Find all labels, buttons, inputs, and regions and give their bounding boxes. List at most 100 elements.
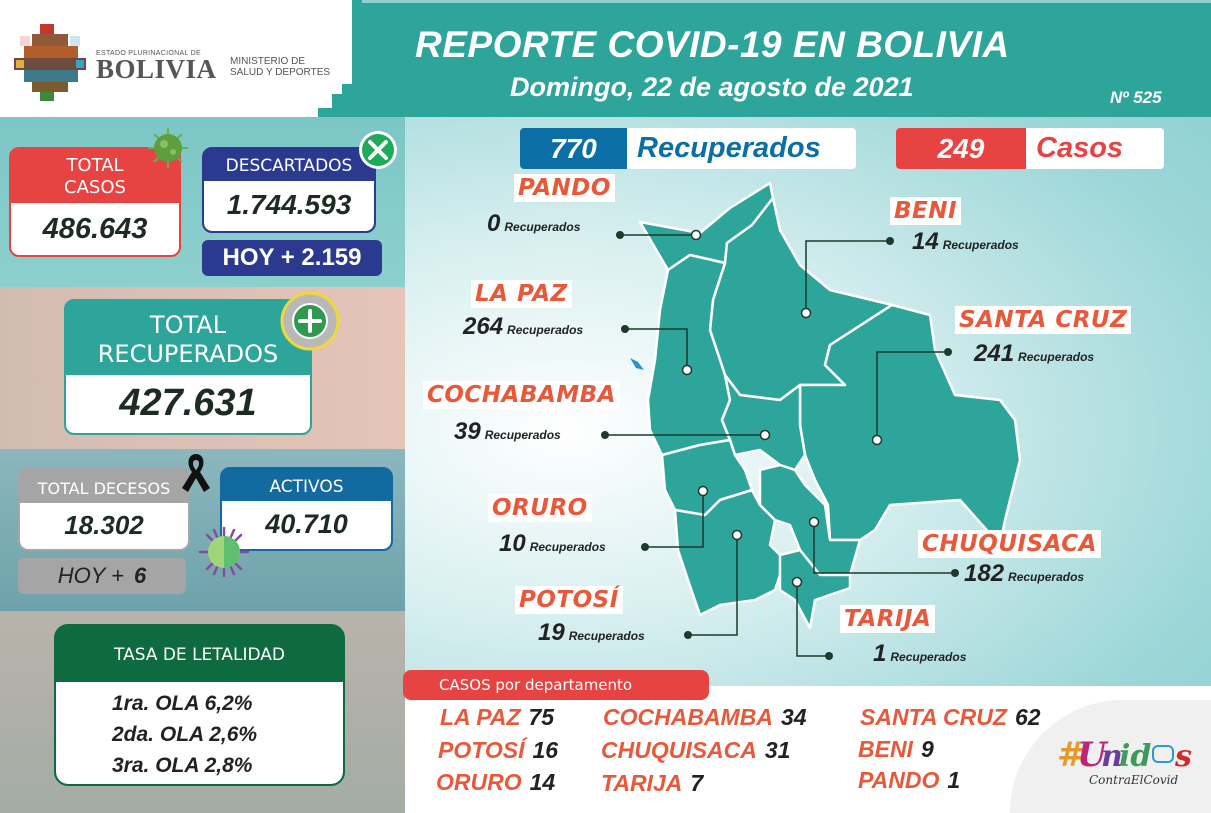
dept-name: TARIJA [840, 605, 936, 633]
ribbon-icon [182, 454, 210, 492]
case-dept-value: 7 [690, 770, 704, 796]
gov-big-text: BOLIVIA [96, 54, 217, 84]
deaths-today-value: 6 [134, 563, 147, 588]
dept-name: COCHABAMBA [423, 381, 620, 409]
dept-santa-cruz: SANTA CRUZ [955, 306, 1132, 334]
bolivia-emblem-icon [14, 24, 86, 101]
recovered-count: 1 [873, 640, 887, 667]
daily-cases-value: 249 [896, 128, 1026, 169]
recovered-count: 10 [499, 530, 526, 557]
case-dept-name: SANTA CRUZ [860, 704, 1007, 730]
svg-text:U: U [1077, 735, 1109, 775]
recovered-count: 0 [487, 210, 501, 237]
dept-oruro: ORURO [488, 494, 592, 522]
dept-santa-cruz-recovered: 241 Recuperados [974, 340, 1094, 368]
case-dept-value: 34 [780, 704, 807, 730]
active-cases-value: 40.710 [222, 501, 391, 549]
case-item: PANDO 1 [858, 767, 960, 794]
total-cases-card: TOTAL CASOS 486.643 [9, 147, 181, 257]
case-dept-name: LA PAZ [440, 704, 521, 730]
recovered-unit: Recuperados [484, 428, 561, 442]
dept-tarija-recovered: 1 Recuperados [873, 640, 966, 668]
recovered-unit: Recuperados [1008, 570, 1085, 584]
dept-name: CHUQUISACA [918, 530, 1101, 558]
ministry-line-2: SALUD Y DEPORTES [230, 67, 331, 78]
recovered-unit: Recuperados [529, 540, 606, 554]
lethality-card: TASA DE LETALIDAD 1ra. OLA 6,2% 2da. OLA… [54, 624, 345, 786]
discarded-value: 1.744.593 [204, 181, 374, 231]
daily-cases-label: Casos [1036, 132, 1124, 164]
unidos-campaign-logo: # U n id s ContraElCovid [1057, 735, 1192, 787]
svg-text:#: # [1057, 735, 1086, 775]
case-dept-name: COCHABAMBA [603, 704, 773, 730]
lethality-wave-2: 2da. OLA 2,6% [112, 723, 258, 746]
dept-potosi: POTOSÍ [515, 586, 623, 614]
dept-name: ORURO [488, 494, 592, 522]
recovered-unit: Recuperados [942, 238, 1019, 252]
case-item: SANTA CRUZ 62 [860, 704, 1041, 731]
case-dept-value: 14 [529, 769, 556, 795]
case-dept-name: ORURO [436, 769, 522, 795]
active-cases-label: ACTIVOS [269, 477, 344, 497]
dept-name: BENI [890, 197, 962, 225]
close-circle-icon [359, 131, 397, 169]
case-dept-value: 31 [764, 737, 791, 763]
label-line: CASOS [64, 177, 126, 198]
case-dept-name: BENI [858, 736, 913, 762]
header-banner [360, 0, 1211, 117]
dept-name: PANDO [514, 174, 615, 202]
dept-pando: PANDO [514, 174, 615, 202]
label-line: TOTAL [149, 311, 227, 339]
recovered-unit: Recuperados [504, 220, 581, 234]
recovered-unit: Recuperados [568, 629, 645, 643]
active-cases-card: ACTIVOS 40.710 [220, 467, 393, 551]
daily-recovered-value: 770 [520, 128, 627, 169]
gov-small-text: ESTADO PLURINACIONAL DE [96, 50, 201, 57]
dept-la-paz: LA PAZ [471, 280, 572, 308]
case-item: TARIJA 7 [601, 770, 703, 797]
lethality-wave-3: 3ra. OLA 2,8% [112, 754, 253, 777]
deaths-today: HOY + 6 [18, 558, 186, 594]
dept-cochabamba: COCHABAMBA [423, 381, 620, 409]
deaths-today-prefix: HOY + [57, 563, 124, 588]
recovered-count: 14 [912, 228, 939, 255]
case-item: ORURO 14 [436, 769, 555, 796]
case-dept-value: 1 [947, 767, 961, 793]
total-cases-label: TOTAL CASOS [11, 149, 179, 203]
daily-cases-pill: 249 Casos [896, 128, 1164, 169]
dept-name: POTOSÍ [515, 586, 623, 614]
discarded-today: HOY + 2.159 [202, 240, 382, 276]
ministry-name: MINISTERIO DE SALUD Y DEPORTES [230, 56, 330, 78]
campaign-tagline: ContraElCovid [1089, 773, 1178, 787]
daily-recovered-label: Recuperados [637, 132, 821, 164]
header-logo-area: ESTADO PLURINACIONAL DE BOLIVIA MINISTER… [0, 0, 360, 117]
svg-text:id: id [1119, 739, 1151, 774]
recovered-count: 19 [538, 619, 565, 646]
virus-icon [148, 128, 188, 168]
svg-text:s: s [1174, 739, 1192, 774]
total-recovered-label: TOTAL RECUPERADOS [66, 301, 310, 375]
dept-beni-recovered: 14 Recuperados [912, 228, 1019, 256]
case-item: BENI 9 [858, 736, 934, 763]
case-dept-name: TARIJA [601, 770, 683, 796]
recovered-count: 39 [454, 418, 481, 445]
dept-potosi-recovered: 19 Recuperados [538, 619, 645, 647]
case-dept-value: 75 [528, 704, 555, 730]
plus-circle-icon [280, 291, 340, 351]
government-wordmark: ESTADO PLURINACIONAL DE BOLIVIA [96, 50, 217, 84]
header-step-decoration [318, 0, 362, 117]
daily-recovered-pill: 770 Recuperados [520, 128, 856, 169]
case-dept-name: PANDO [858, 767, 940, 793]
total-cases-value: 486.643 [11, 203, 179, 255]
svg-text:n: n [1101, 739, 1123, 774]
case-dept-value: 16 [532, 737, 559, 763]
case-item: POTOSÍ 16 [438, 737, 558, 764]
dept-name: SANTA CRUZ [955, 306, 1132, 334]
case-item: LA PAZ 75 [440, 704, 554, 731]
label-line: TOTAL [66, 155, 124, 176]
ministry-line-1: MINISTERIO DE [230, 56, 306, 67]
dept-la-paz-recovered: 264 Recuperados [463, 313, 583, 341]
case-item: CHUQUISACA 31 [601, 737, 790, 764]
case-item: COCHABAMBA 34 [603, 704, 807, 731]
recovered-count: 182 [964, 560, 1005, 587]
